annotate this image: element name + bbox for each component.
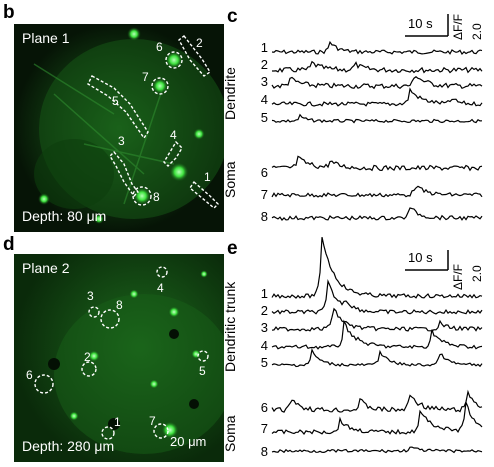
trace-e-4 <box>271 319 483 350</box>
trace-e-5 <box>271 347 483 368</box>
trace-e-6 <box>271 389 483 413</box>
trace-e-8 <box>271 446 483 454</box>
df-scale-label-c: ΔF/F <box>451 13 465 40</box>
roi-label-1: 1 <box>204 170 211 184</box>
trace-num-e-5: 5 <box>260 355 268 370</box>
plane-label: Plane 1 <box>22 30 70 46</box>
trace-num-e-1: 1 <box>260 286 268 301</box>
panel-letter-d: d <box>3 234 15 255</box>
trace-num-e-7: 7 <box>260 421 268 436</box>
micrograph-plane-1-image <box>14 24 224 232</box>
trace-e-7 <box>271 400 483 436</box>
time-scale-label-e: 10 s <box>408 250 433 265</box>
trace-c-5 <box>271 113 483 124</box>
panel-letter-e: e <box>227 238 238 259</box>
trace-num-c-6: 6 <box>260 165 268 180</box>
scale-bar-e <box>405 250 449 271</box>
trace-c-8 <box>271 207 483 221</box>
trace-num-c-7: 7 <box>260 187 268 202</box>
roi-label-1: 1 <box>114 415 121 429</box>
roi-label-7: 7 <box>149 414 156 428</box>
trace-num-e-4: 4 <box>260 338 268 353</box>
trace-c-1 <box>271 40 483 56</box>
depth-label: Depth: 80 μm <box>22 208 107 224</box>
roi-label-2: 2 <box>196 36 203 50</box>
trace-e-2 <box>271 279 483 315</box>
panel-letter-b: b <box>3 2 15 23</box>
roi-label-5: 5 <box>199 364 206 378</box>
depth-label: Depth: 280 μm <box>22 438 115 454</box>
roi-label-8: 8 <box>153 190 160 204</box>
roi-label-3: 3 <box>118 134 125 148</box>
trace-c-3 <box>271 76 483 90</box>
scale-bar-c <box>405 14 449 37</box>
micrograph-plane-1: Plane 1 Depth: 80 μm 1 2 3 4 5 6 7 8 <box>14 24 224 232</box>
trace-num-c-4: 4 <box>260 92 268 107</box>
trace-num-c-1: 1 <box>260 40 268 55</box>
trace-num-e-2: 2 <box>260 303 268 318</box>
roi-label-6: 6 <box>26 368 33 382</box>
trace-num-c-2: 2 <box>260 57 268 72</box>
plane-label: Plane 2 <box>22 260 70 276</box>
trace-num-c-8: 8 <box>260 209 268 224</box>
df-scale-label-e: ΔF/F <box>451 263 465 290</box>
trace-c-6 <box>271 155 483 172</box>
micron-scale-label: 20 μm <box>170 434 207 449</box>
trace-c-2 <box>272 60 483 74</box>
roi-label-2: 2 <box>84 350 91 364</box>
df-scale-value-e: 2.0 <box>470 265 484 282</box>
roi-label-4: 4 <box>170 128 177 142</box>
trace-e-3 <box>271 307 483 332</box>
df-scale-value-c: 2.0 <box>470 23 484 40</box>
group-label-dendritic-trunk: Dendritic trunk <box>222 281 238 372</box>
roi-label-5: 5 <box>112 94 119 108</box>
micrograph-plane-2-image <box>14 254 224 462</box>
roi-label-6: 6 <box>156 40 163 54</box>
trace-num-e-3: 3 <box>260 320 268 335</box>
trace-c-7 <box>271 185 483 198</box>
roi-label-7: 7 <box>142 70 149 84</box>
trace-e-1 <box>271 236 483 299</box>
roi-label-4: 4 <box>157 281 164 295</box>
trace-c-4 <box>271 87 483 107</box>
trace-num-c-3: 3 <box>260 74 268 89</box>
group-label-dendrite: Dendrite <box>222 67 238 120</box>
group-label-soma-e: Soma <box>222 415 238 452</box>
time-scale-label-c: 10 s <box>408 16 433 31</box>
micrograph-plane-2: Plane 2 Depth: 280 μm 20 μm 1 2 3 4 5 6 … <box>14 254 224 462</box>
group-label-soma-c: Soma <box>222 161 238 198</box>
roi-label-3: 3 <box>87 289 94 303</box>
trace-num-e-6: 6 <box>260 400 268 415</box>
roi-label-8: 8 <box>116 298 123 312</box>
trace-num-c-5: 5 <box>260 110 268 125</box>
trace-num-e-8: 8 <box>260 444 268 459</box>
panel-letter-c: c <box>227 6 238 27</box>
